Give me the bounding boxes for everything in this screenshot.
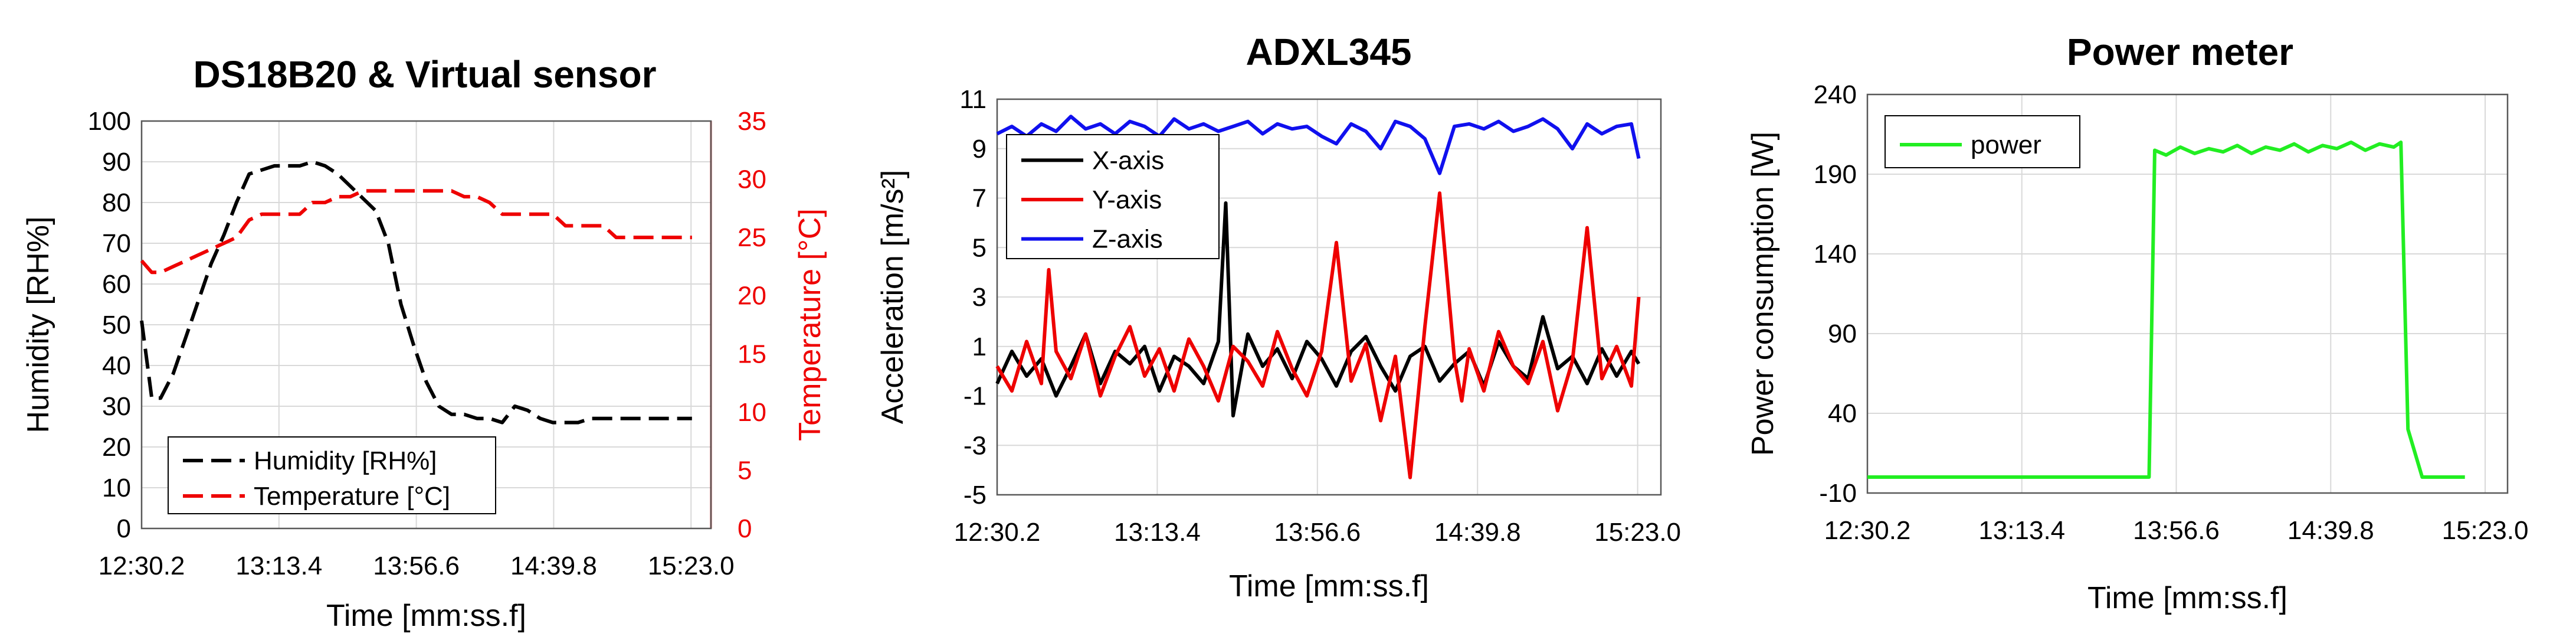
legend-label-1: Humidity [RH%] — [254, 446, 437, 475]
y-tick-label: 190 — [1814, 160, 1857, 189]
x-axis-label: Time [mm:ss.f] — [2087, 581, 2287, 615]
y-axis-label: Humidity [RH%] — [21, 217, 55, 433]
series-line-1 — [1867, 141, 2465, 479]
y-tick-label: 140 — [1814, 240, 1857, 269]
y-tick-label: 11 — [959, 85, 987, 114]
y2-tick-label: 10 — [738, 398, 766, 427]
plot-frame — [1866, 93, 2509, 494]
x-tick-label: 15:23.0 — [2442, 516, 2529, 545]
legend-box — [1885, 115, 2080, 168]
x-tick-label: 13:13.4 — [1114, 518, 1201, 547]
y2-axis-label: Temperature [°C] — [793, 208, 827, 441]
x-tick-label: 12:30.2 — [954, 518, 1041, 547]
y-tick-label: 40 — [1828, 399, 1857, 428]
y2-tick-label: 35 — [738, 107, 766, 136]
y-tick-label: 10 — [102, 474, 131, 502]
y-tick-label: -10 — [1819, 479, 1857, 508]
y-axis-label: Acceleration [m/s²] — [876, 170, 910, 425]
series-line-2 — [140, 189, 692, 275]
legend: Humidity [RH%] Temperature [°C] — [168, 436, 496, 514]
y2-tick-label: 30 — [738, 165, 766, 194]
y-tick-label: -5 — [963, 481, 987, 510]
legend: X-axis Y-axis Z-axis — [1006, 134, 1220, 259]
y-tick-label: 80 — [102, 188, 131, 217]
y-tick-label: 0 — [117, 514, 131, 543]
x-tick-label: 13:56.6 — [373, 551, 460, 580]
y-tick-label: 70 — [102, 229, 131, 258]
y-tick-label: 5 — [972, 233, 987, 262]
chart-title: DS18B20 & Virtual sensor — [194, 53, 657, 96]
y-tick-label: 60 — [102, 270, 131, 299]
y-tick-label: 90 — [102, 148, 131, 177]
legend-label-2: Temperature [°C] — [254, 482, 450, 511]
y-tick-label: 7 — [972, 184, 987, 213]
y-tick-label: 9 — [972, 135, 987, 164]
x-tick-label: 13:56.6 — [1274, 518, 1361, 547]
series-line-1 — [140, 160, 692, 425]
y-tick-label: 3 — [972, 283, 987, 312]
legend-label-2: Y-axis — [1092, 185, 1162, 214]
y-tick-label: 20 — [102, 433, 131, 462]
y-tick-label: 30 — [102, 392, 131, 421]
x-tick-label: 13:13.4 — [1978, 516, 2065, 545]
y-tick-label: 1 — [972, 332, 987, 361]
legend-label-1: power — [1971, 130, 2041, 159]
y2-tick-label: 15 — [738, 340, 766, 368]
chart-title: ADXL345 — [1246, 31, 1412, 73]
x-tick-label: 14:39.8 — [510, 551, 597, 580]
legend-box — [168, 436, 496, 514]
series-line-3 — [996, 115, 1641, 175]
y-tick-label: 40 — [102, 351, 131, 380]
chart-3: -10 40 90 140 190 240 12:30.2 13:13.4 13:56.6 14:… — [1746, 31, 2528, 615]
x-tick-label: 12:30.2 — [1824, 516, 1911, 545]
series-line-1 — [995, 201, 1641, 417]
y2-tick-label: 0 — [738, 514, 752, 543]
x-tick-label: 12:30.2 — [99, 551, 185, 580]
x-tick-label: 14:39.8 — [2287, 516, 2374, 545]
legend-label-1: X-axis — [1092, 146, 1164, 175]
y2-tick-label: 25 — [738, 223, 766, 252]
chart-title: Power meter — [2067, 31, 2293, 73]
x-tick-label: 13:56.6 — [2133, 516, 2220, 545]
y-tick-label: -1 — [963, 382, 987, 411]
x-tick-label: 15:23.0 — [648, 551, 735, 580]
y-tick-label: -3 — [963, 431, 987, 460]
plot-frame — [996, 98, 1662, 496]
y2-tick-label: 20 — [738, 282, 766, 311]
y-tick-label: 100 — [88, 107, 131, 136]
y-axis-label: Power consumption [W] — [1746, 132, 1780, 456]
y-tick-label: 240 — [1814, 80, 1857, 109]
x-tick-label: 14:39.8 — [1434, 518, 1521, 547]
legend-label-3: Z-axis — [1092, 225, 1163, 254]
y-tick-label: 90 — [1828, 319, 1857, 348]
x-axis-label: Time [mm:ss.f] — [1229, 569, 1429, 603]
chart-2: -5 -3 -1 1 3 5 7 9 11 12:30.2 13:13.4 13:56.6 14:39.… — [876, 31, 1681, 603]
x-tick-label: 13:13.4 — [235, 551, 322, 580]
legend: power — [1885, 115, 2080, 168]
y2-tick-label: 5 — [738, 456, 752, 485]
x-axis-label: Time [mm:ss.f] — [326, 599, 526, 633]
x-tick-label: 15:23.0 — [1594, 518, 1681, 547]
series-line-2 — [995, 191, 1641, 479]
y-tick-label: 50 — [102, 311, 131, 340]
